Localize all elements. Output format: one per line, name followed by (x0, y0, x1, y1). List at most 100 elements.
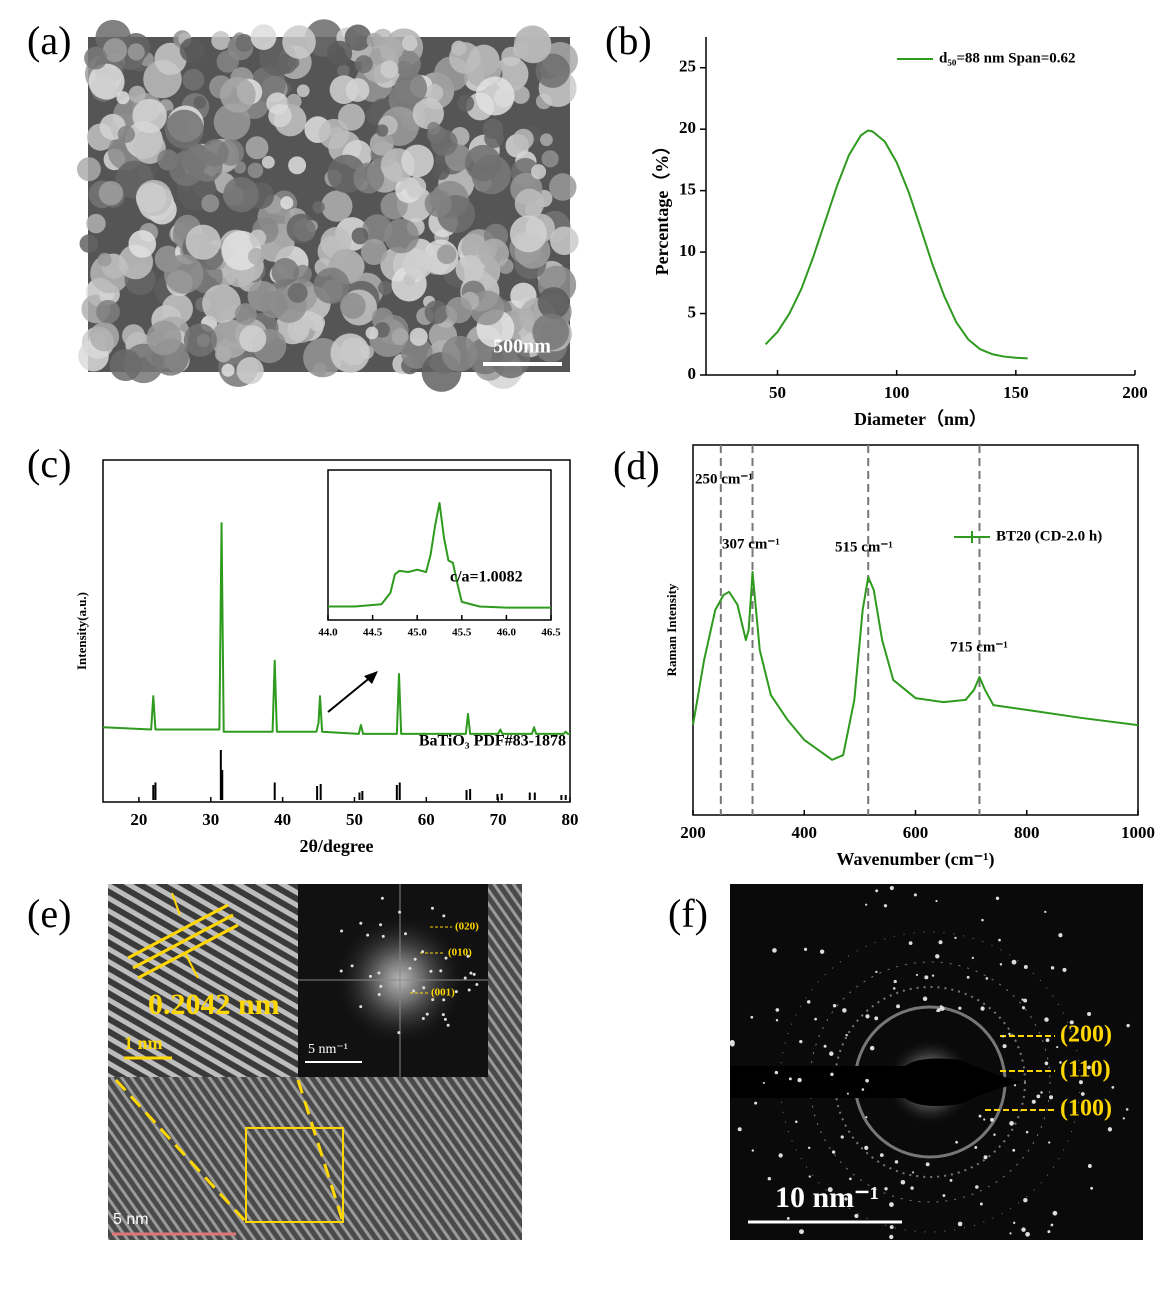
sem-grain (512, 128, 534, 150)
saed-spot (889, 1225, 894, 1230)
sem-grain (201, 139, 229, 167)
saed-spot (799, 1229, 804, 1235)
saed-spot (896, 1004, 900, 1009)
saed-spot (983, 1118, 986, 1121)
sem-grain (236, 357, 264, 385)
y-tick-label: 25 (679, 57, 696, 76)
saed-spot (966, 975, 970, 979)
sem-grain (288, 156, 307, 175)
fft-pointers (410, 926, 452, 994)
fft-spot (425, 1012, 429, 1016)
saed-spot (762, 1081, 765, 1084)
annotation-label: 307 cm⁻¹ (722, 536, 780, 552)
saed-spot (1031, 1099, 1036, 1104)
saed-spot (1040, 1091, 1043, 1094)
x-tick-label: 200 (680, 823, 706, 842)
saed-spot (845, 1034, 848, 1037)
sem-grain (344, 24, 372, 51)
panel-label: (e) (27, 891, 71, 936)
sem-grain (405, 176, 427, 198)
saed-spot (925, 1162, 930, 1167)
fft-spot (379, 984, 383, 988)
sem-grain (282, 25, 316, 59)
sem-grain (182, 68, 205, 91)
saed-spot (931, 974, 935, 977)
sem-grain (308, 314, 326, 332)
sem-grain (391, 328, 409, 346)
saed-spot (875, 970, 878, 974)
sem-grain (89, 321, 120, 352)
saed-spot (799, 1039, 803, 1044)
saed-spot (1013, 1084, 1017, 1087)
x-tick-label: 150 (1003, 383, 1029, 402)
saed-spot (737, 1127, 742, 1132)
saed-spot (1087, 1065, 1091, 1070)
fft-spot (368, 974, 372, 978)
fft-spot (430, 906, 434, 910)
fft-spot (397, 1031, 401, 1035)
saed-spot (751, 1149, 755, 1152)
saed-spot (908, 941, 913, 945)
sem-grain (183, 323, 217, 357)
scale-bar-label: 5 nm (113, 1211, 149, 1228)
sem-grain (247, 248, 265, 265)
fft-spot (404, 932, 408, 936)
fft-spot (377, 993, 381, 997)
x-tick-label: 100 (884, 383, 910, 402)
sem-grain (445, 296, 473, 324)
x-axis-label: Wavenumber (cm⁻¹) (836, 849, 994, 870)
saed-spot (954, 936, 957, 940)
sem-grain (127, 43, 145, 61)
saed-spot (995, 896, 1000, 900)
saed-spot (893, 979, 897, 984)
sem-grain (260, 291, 288, 319)
saed-spot (806, 1000, 811, 1004)
saed-spot (832, 1003, 837, 1008)
sem-grain (326, 40, 353, 67)
saed-spot (819, 949, 825, 954)
saed-spot (861, 1088, 865, 1091)
sem-grain (239, 325, 267, 353)
sem-grain (351, 227, 369, 245)
saed-spot (983, 1155, 988, 1160)
data-line (102, 522, 570, 735)
saed-spot (1002, 1044, 1007, 1049)
sem-grain (154, 42, 187, 76)
sem-grain (424, 189, 452, 218)
saed-spot (974, 1146, 978, 1149)
y-tick-label: 10 (679, 241, 696, 260)
sem-grain (286, 93, 302, 110)
saed-spot (1023, 998, 1028, 1003)
scale-bar-label: 10 nm⁻¹ (775, 1181, 879, 1214)
saed-spot (1008, 1032, 1011, 1036)
saed-spot (827, 1187, 833, 1193)
saed-spot (971, 956, 974, 960)
sem-grain (287, 56, 300, 69)
x-tick-label: 44.0 (318, 627, 338, 639)
saed-spot (924, 975, 929, 980)
annotation-label: 250 cm⁻¹ (695, 471, 753, 487)
sem-grain (109, 349, 142, 382)
fft-spot (467, 988, 471, 992)
fft-spot (380, 896, 384, 900)
saed-spot (910, 1186, 914, 1190)
fft-spot (444, 956, 448, 960)
saed-spot (892, 987, 896, 990)
sem-grain (457, 94, 475, 112)
sem-grain (449, 42, 481, 74)
fft-plane: (010) (448, 947, 472, 959)
sem-grain (185, 224, 221, 260)
sem-grain (247, 162, 264, 179)
saed-spot (831, 1150, 836, 1154)
saed-spot (865, 1014, 870, 1019)
saed-spot (854, 1213, 859, 1219)
sem-grain (436, 244, 457, 265)
sem-grain (88, 63, 125, 100)
sem-grain (250, 24, 277, 50)
sem-grain (213, 103, 251, 141)
fft-spot (446, 1023, 450, 1027)
x-tick-label: 800 (1014, 823, 1040, 842)
fft-spot (443, 1017, 447, 1021)
saed-spot (1125, 1108, 1129, 1111)
plot-frame (692, 444, 1139, 816)
